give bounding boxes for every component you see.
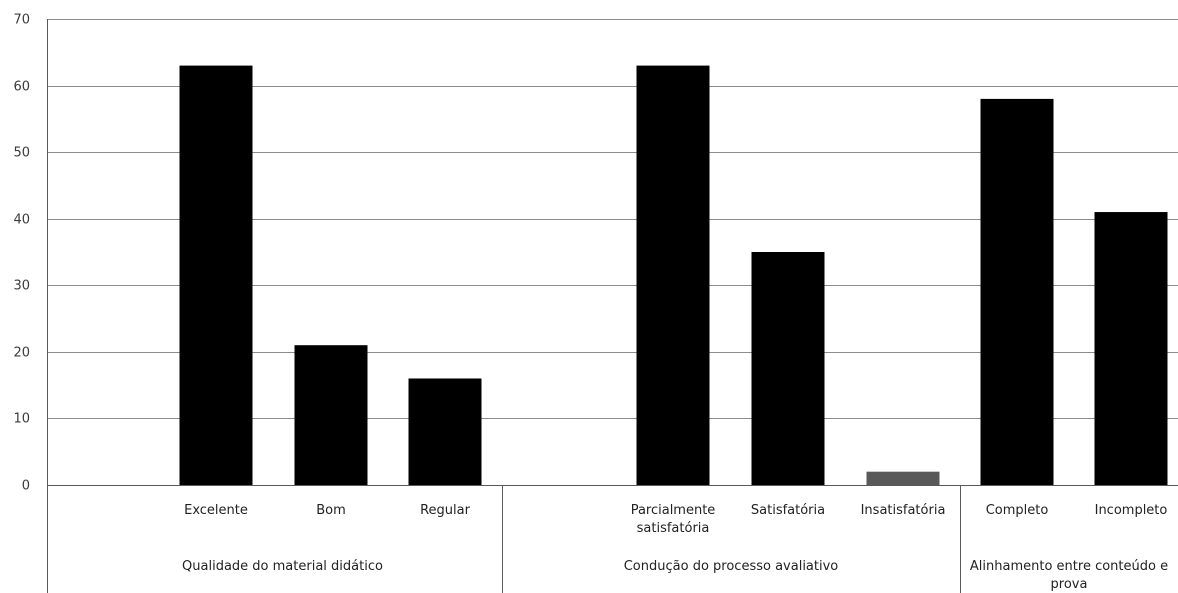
category-label: Bom [316, 503, 346, 518]
bar [294, 345, 368, 485]
bars [179, 65, 1168, 486]
category-label: Insatisfatória [861, 503, 946, 518]
group-label: Condução do processo avaliativo [624, 559, 839, 574]
y-tick-label: 50 [13, 146, 30, 161]
category-label: Incompleto [1095, 503, 1168, 518]
y-axis-tick-labels: 0 10 20 30 40 50 60 70 [13, 13, 30, 494]
axes [47, 19, 1178, 593]
category-label: Satisfatória [751, 503, 825, 518]
y-tick-label: 30 [13, 279, 30, 294]
bar [408, 378, 482, 485]
y-tick-label: 40 [13, 213, 30, 228]
bar [866, 471, 940, 485]
category-label: Parcialmente satisfatória [631, 503, 716, 536]
bar [636, 65, 710, 485]
bar [751, 252, 825, 485]
y-tick-label: 60 [13, 80, 30, 95]
group-label: Alinhamento entre conteúdo e prova [970, 559, 1168, 592]
category-label: Excelente [184, 503, 248, 518]
y-tick-label: 0 [22, 479, 30, 494]
bar [179, 65, 253, 485]
y-tick-label: 20 [13, 346, 30, 361]
y-tick-label: 10 [13, 412, 30, 427]
bar [980, 98, 1054, 485]
category-label: Completo [986, 503, 1049, 518]
bar [1094, 212, 1168, 486]
y-tick-label: 70 [13, 13, 30, 28]
category-labels: Excelente Bom Regular Parcialmente satisfató… [184, 503, 1167, 536]
group-label: Qualidade do material didático [182, 559, 383, 574]
category-label: Regular [420, 503, 471, 518]
group-labels: Qualidade do material didático Condução d… [182, 559, 1168, 592]
